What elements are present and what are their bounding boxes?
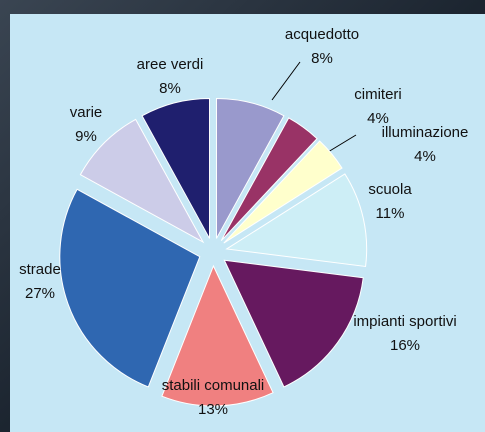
value-label: 8% — [311, 50, 333, 67]
chart: acquedotto8%cimiteri4%illuminazione4%scu… — [0, 0, 485, 432]
slice-label: varie — [70, 104, 103, 121]
slice-label: stabili comunali — [162, 377, 265, 394]
slice-label: aree verdi — [137, 56, 204, 73]
slice-label: strade — [19, 261, 61, 278]
value-label: 9% — [75, 128, 97, 145]
slice-label: impianti sportivi — [353, 313, 456, 330]
value-label: 4% — [414, 148, 436, 165]
value-label: 11% — [376, 205, 405, 222]
slice-label: illuminazione — [382, 124, 469, 141]
slice-label: cimiteri — [354, 86, 402, 103]
value-label: 16% — [390, 337, 420, 354]
value-label: 8% — [159, 80, 181, 97]
value-label: 27% — [25, 285, 55, 302]
slice-label: scuola — [368, 181, 412, 198]
slice-label: acquedotto — [285, 26, 359, 43]
value-label: 13% — [198, 401, 228, 418]
